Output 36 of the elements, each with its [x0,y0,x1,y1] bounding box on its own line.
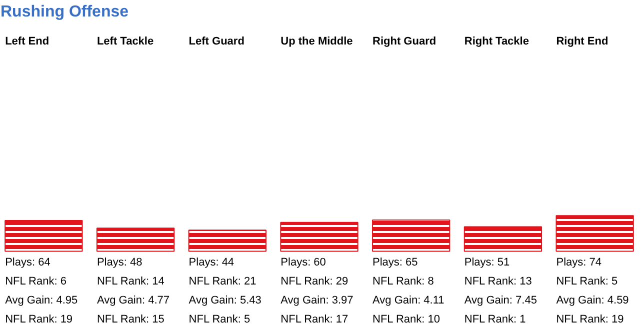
data-label: Plays: 44 [188,256,234,268]
text: Avg Gain: 7.45 [464,294,537,306]
text: NFL Rank: 15 [96,313,164,326]
chart-title: Rushing Offense [0,4,129,20]
text: Avg Gain: 5.43 [188,294,262,306]
text: NFL Rank: 13 [464,275,532,288]
x-tick-label: Right End [556,36,608,48]
data-label: Plays: 64 [5,256,50,268]
text: NFL Rank: 5 [188,313,250,326]
data-label: Plays: 60 [280,256,326,268]
text: NFL Rank: 29 [280,275,348,288]
text: NFL Rank: 6 [5,275,66,288]
text: NFL Rank: 1 [464,313,526,326]
x-tick-label: Left Guard [188,36,244,48]
text: NFL Rank: 10 [372,313,440,326]
data-label: Plays: 51 [464,256,510,268]
data-label: Plays: 48 [96,256,142,268]
text: NFL Rank: 5 [556,275,618,288]
x-tick-label: Right Guard [372,36,436,48]
text: NFL Rank: 17 [280,313,348,326]
text: Avg Gain: 4.11 [372,294,444,306]
data-label: Plays: 65 [372,256,418,268]
text: Avg Gain: 4.95 [5,294,78,306]
x-tick-label: Right Tackle [464,36,529,48]
text: NFL Rank: 19 [556,313,624,326]
x-tick-label: Left Tackle [96,36,154,48]
text: Avg Gain: 4.77 [96,294,170,306]
x-tick-label: Up the Middle [280,36,353,48]
text: NFL Rank: 8 [372,275,434,288]
text: Avg Gain: 4.59 [556,294,629,306]
data-label: Plays: 74 [556,256,602,268]
text: NFL Rank: 21 [188,275,256,288]
text: NFL Rank: 19 [5,313,73,326]
text: Avg Gain: 3.97 [280,294,354,306]
x-tick-label: Left End [5,36,50,48]
text: NFL Rank: 14 [96,275,164,288]
